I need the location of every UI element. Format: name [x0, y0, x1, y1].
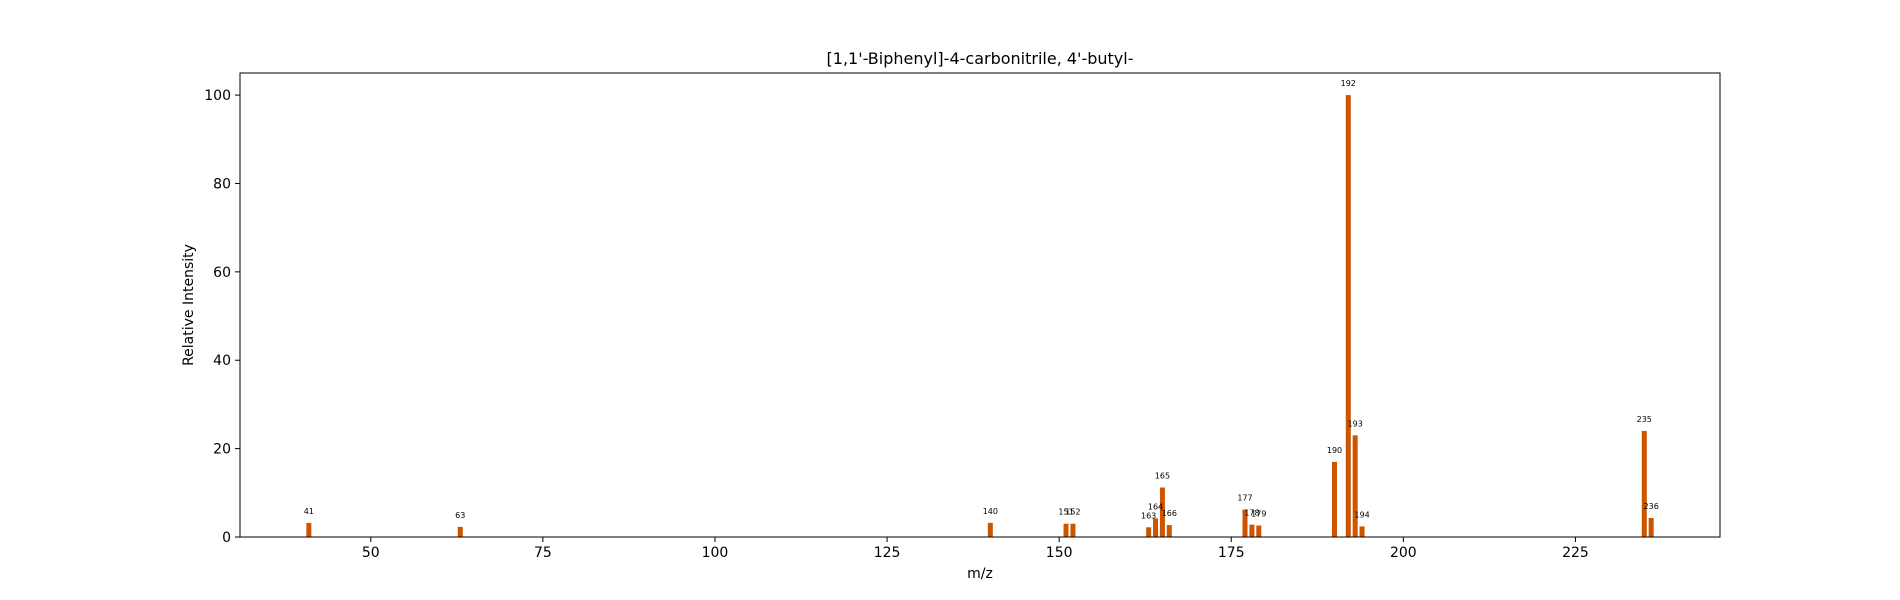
peak-label-164: 164: [1148, 502, 1163, 511]
y-tick-label: 20: [213, 442, 231, 458]
x-tick-label: 225: [1562, 545, 1589, 561]
bar-mz-166: [1166, 525, 1172, 537]
bar-mz-192: [1345, 95, 1351, 537]
x-axis: 50 75 100 125 150 175 200 225: [362, 537, 1589, 561]
peak-label-236: 236: [1644, 502, 1659, 511]
x-tick-label: 75: [534, 545, 552, 561]
peak-label-179: 179: [1251, 510, 1266, 519]
x-tick-label: 200: [1390, 545, 1417, 561]
y-tick-label: 100: [204, 88, 231, 104]
peak-label-152: 152: [1065, 508, 1080, 517]
peak-label-193: 193: [1348, 419, 1363, 428]
peak-label-63: 63: [455, 511, 465, 520]
y-tick-label: 40: [213, 353, 231, 369]
bar-mz-151: [1063, 523, 1069, 537]
peak-label-178: 178: [1244, 509, 1259, 518]
bar-mz-164: [1153, 518, 1159, 537]
bar-mz-194: [1359, 526, 1365, 537]
peak-label-163: 163: [1141, 511, 1156, 520]
peak-label-235: 235: [1637, 415, 1652, 424]
x-axis-label: m/z: [967, 566, 993, 582]
y-tick-label: 0: [222, 530, 231, 546]
peak-label-192: 192: [1341, 79, 1356, 88]
x-tick-label: 50: [362, 545, 380, 561]
peak-label-194: 194: [1354, 510, 1369, 519]
bar-mz-235: [1641, 430, 1647, 537]
bar-mz-179: [1256, 525, 1262, 537]
bar-mz-193: [1352, 435, 1358, 537]
bar-mz-165: [1159, 487, 1165, 537]
peak-label-177: 177: [1237, 494, 1252, 503]
bar-mz-152: [1070, 523, 1076, 537]
x-tick-label: 125: [874, 545, 901, 561]
bar-mz-178: [1249, 524, 1255, 537]
peak-label-41: 41: [304, 507, 314, 516]
chart-title: [1,1'-Biphenyl]-4-carbonitrile, 4'-butyl…: [827, 49, 1134, 68]
peak-label-140: 140: [983, 507, 998, 516]
peak-label-165: 165: [1155, 472, 1170, 481]
x-tick-label: 150: [1046, 545, 1073, 561]
y-axis-label: Relative Intensity: [181, 244, 197, 366]
bar-mz-236: [1648, 518, 1654, 537]
bar-series: [306, 95, 1654, 537]
bar-mz-63: [457, 526, 463, 537]
bar-mz-41: [306, 522, 312, 537]
y-tick-label: 80: [213, 176, 231, 192]
bar-mz-163: [1146, 527, 1152, 537]
peak-label-151: 151: [1058, 508, 1073, 517]
x-tick-label: 175: [1218, 545, 1245, 561]
bar-mz-177: [1242, 509, 1248, 537]
peak-label-190: 190: [1327, 446, 1342, 455]
y-axis: 0 20 40 60 80 100: [204, 88, 240, 546]
x-tick-label: 100: [702, 545, 729, 561]
bar-mz-140: [987, 522, 993, 537]
y-tick-label: 60: [213, 265, 231, 281]
peak-label-166: 166: [1162, 509, 1177, 518]
bar-mz-190: [1332, 461, 1338, 537]
plot-frame: [239, 72, 1721, 538]
